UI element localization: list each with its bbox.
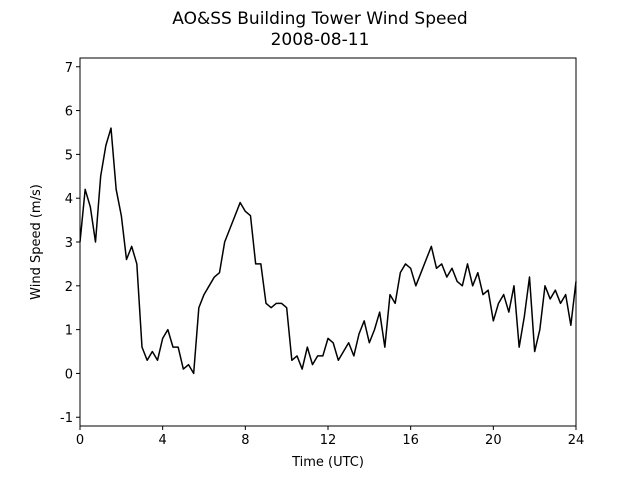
y-tick-label: 0: [65, 367, 73, 382]
chart-title: AO&SS Building Tower Wind Speed: [172, 9, 467, 29]
x-tick-label: 4: [159, 433, 167, 448]
y-tick-label: -1: [60, 411, 73, 426]
y-tick-label: 5: [65, 148, 73, 163]
plot-frame: [79, 57, 577, 427]
x-tick-label: 8: [241, 433, 249, 448]
x-tick-label: 20: [485, 433, 502, 448]
x-axis-label: Time (UTC): [291, 455, 364, 470]
chart-subtitle: 2008-08-11: [271, 30, 370, 50]
y-tick-label: 7: [65, 61, 73, 76]
x-tick-label: 12: [320, 433, 337, 448]
y-tick-label: 1: [65, 324, 73, 339]
y-tick-label: 4: [65, 192, 73, 207]
y-tick-label: 2: [65, 280, 73, 295]
x-tick-label: 24: [568, 433, 585, 448]
y-tick-label: 3: [65, 236, 73, 251]
y-axis-label: Wind Speed (m/s): [29, 184, 44, 300]
x-tick-label: 0: [76, 433, 84, 448]
y-tick-label: 6: [65, 105, 73, 120]
data-line: [79, 127, 577, 375]
x-tick-label: 16: [402, 433, 419, 448]
